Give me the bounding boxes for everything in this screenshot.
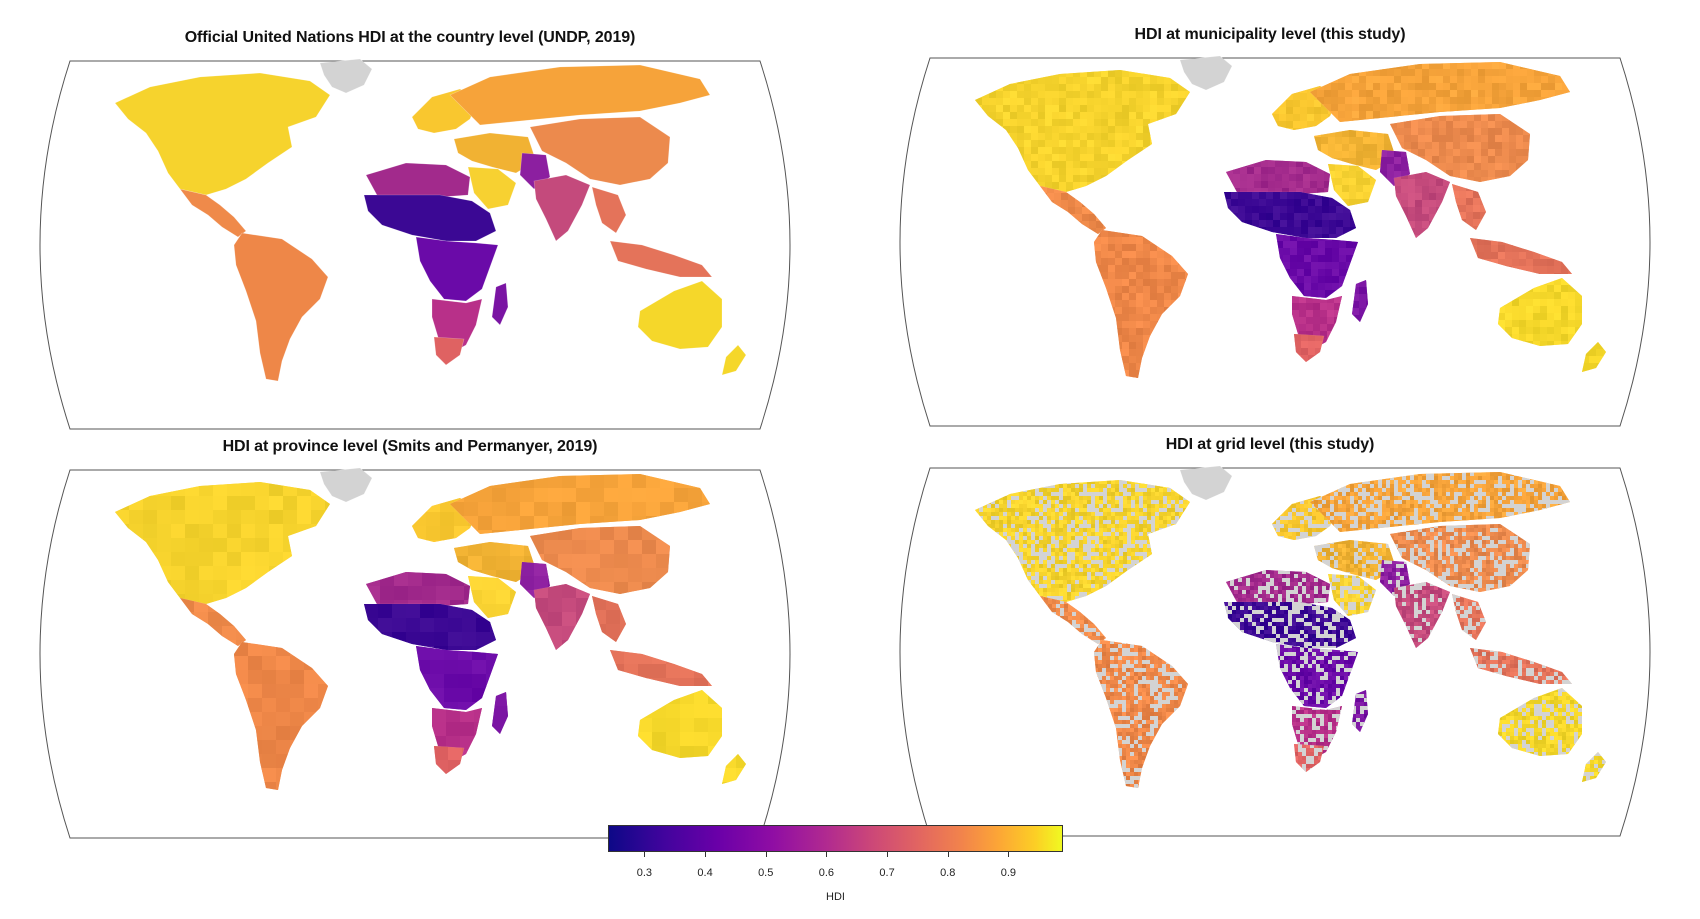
region-texture [115,482,330,604]
map-panel-grid: HDI at grid level (this study) [860,432,1680,842]
panel-title: HDI at grid level (this study) [1165,436,1375,453]
colorbar-tick-label: 0.3 [636,867,653,879]
region-greenland [1179,55,1233,91]
map-projection-outline [899,57,1651,427]
region-north-africa [365,162,471,198]
region-new-zealand [721,344,747,376]
region-greenland [319,58,373,94]
region-middle-east [453,132,537,174]
colorbar-tick [705,852,707,857]
land-regions [114,58,747,382]
region-texture [1394,172,1450,238]
region-texture [1224,602,1356,648]
region-texture [1470,648,1572,684]
panel-title: HDI at municipality level (this study) [1134,26,1406,43]
world-map-province [39,467,791,839]
region-india [533,174,591,242]
region-texture [530,526,670,594]
world-map-municipality [899,55,1651,427]
region-texture [1452,184,1486,230]
region-greenland [1179,465,1233,501]
region-texture [1276,234,1358,298]
region-texture [1294,744,1324,772]
region-sahel [363,194,497,242]
colorbar-tick-label: 0.4 [697,867,713,879]
region-texture [1226,570,1330,604]
map-panel-municipality: HDI at municipality level (this study) [860,22,1680,432]
region-texture [975,70,1190,192]
region-texture [1582,752,1606,782]
region-texture [468,576,516,618]
region-texture [1226,160,1330,194]
region-central-africa [415,236,499,302]
region-texture [1390,114,1530,182]
hdi-colorbar-legend: 0.3 0.4 0.5 0.6 0.7 0.8 0.9 HDI [580,825,1080,915]
region-texture [1094,640,1188,788]
map-panel-country: Official United Nations HDI at the count… [0,25,820,435]
region-southeast-asia [591,186,627,234]
region-texture [722,754,746,784]
region-saudi [467,166,517,210]
region-texture [1224,192,1356,238]
region-texture [1352,690,1368,732]
region-china [529,116,671,186]
colorbar-tick [887,852,889,857]
region-north-america [114,72,331,196]
panel-title: HDI at province level (Smits and Permany… [222,438,598,455]
region-texture [1310,472,1570,532]
colorbar-tick-label: 0.5 [758,867,774,879]
region-texture [1390,524,1530,592]
region-south-africa [433,336,465,366]
colorbar-gradient [608,825,1063,852]
region-texture [1394,582,1450,648]
region-southeast-asia [609,240,713,278]
region-texture [1498,278,1582,346]
region-texture [416,646,498,710]
map-panel-province: HDI at province level (Smits and Permany… [0,434,820,844]
colorbar-title: HDI [826,891,845,903]
colorbar-tick [644,852,646,857]
region-texture [1452,594,1486,640]
region-texture [592,596,626,642]
region-texture [492,692,508,734]
region-australia [637,280,723,350]
region-texture [1040,596,1106,644]
region-texture [434,746,464,774]
region-texture [1276,644,1358,708]
colorbar-tick-label: 0.8 [940,867,956,879]
region-texture [1094,230,1188,378]
region-central-america [179,188,247,238]
region-madagascar [491,282,509,326]
land-regions [114,467,747,791]
colorbar-tick [826,852,828,857]
colorbar-tick-label: 0.7 [879,867,895,879]
land-regions [974,55,1607,379]
map-projection-outline [39,60,791,430]
land-regions [974,465,1607,789]
map-projection-outline [899,467,1651,837]
panel-title: Official United Nations HDI at the count… [184,29,636,46]
region-texture [534,584,590,650]
region-texture [1498,688,1582,756]
region-russia [449,64,711,126]
world-map-grid [899,465,1651,837]
region-texture [1582,342,1606,372]
colorbar-tick [1008,852,1010,857]
region-texture [234,642,328,790]
region-greenland [319,467,373,503]
colorbar-tick [765,852,767,857]
region-texture [1040,186,1106,234]
world-map-country [39,58,791,430]
region-texture [638,690,722,758]
colorbar-tick-label: 0.6 [818,867,835,879]
colorbar-tick-label: 0.9 [1000,867,1017,879]
colorbar-tick [947,852,949,857]
region-south-america [233,232,329,382]
